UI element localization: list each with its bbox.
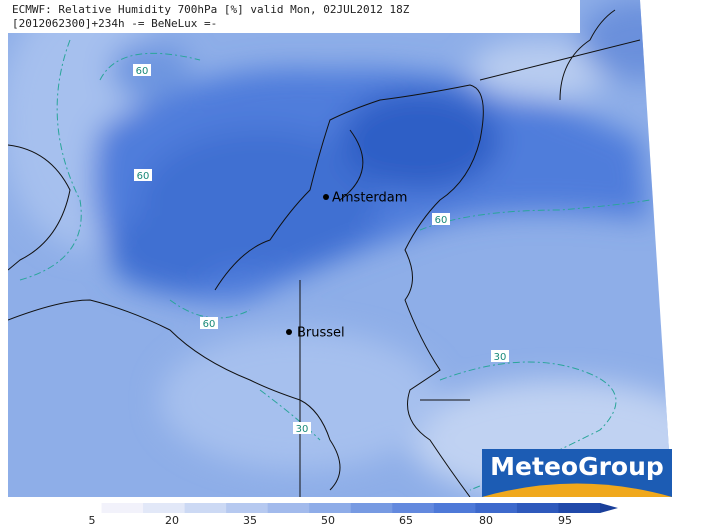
contour-label: 60 xyxy=(435,215,448,226)
logo: MeteoGroup xyxy=(482,449,672,497)
colorbar-label: 65 xyxy=(399,514,413,527)
colorbar-swatch xyxy=(516,503,559,513)
colorbar-swatch xyxy=(558,503,601,513)
coastline xyxy=(8,144,341,491)
contour-label: 30 xyxy=(296,424,309,435)
colorbar-label: 95 xyxy=(558,514,572,527)
city-dot xyxy=(323,194,329,200)
colorbar-swatch xyxy=(350,503,393,513)
coastline xyxy=(299,9,641,497)
contour-label-bg xyxy=(200,317,218,329)
contour-label-bg xyxy=(133,64,151,76)
contour xyxy=(259,361,617,491)
colorbar-label: 5 xyxy=(89,514,96,527)
colorbar-swatch xyxy=(475,503,518,513)
city-label: Brussel xyxy=(297,326,345,341)
contour-label: 60 xyxy=(136,66,149,77)
contour-label-bg xyxy=(134,169,152,181)
colorbar-swatch xyxy=(60,503,103,513)
colorbar-label: 35 xyxy=(243,514,257,527)
colorbar-swatch xyxy=(267,503,310,513)
header-box xyxy=(8,0,580,33)
colorbar-arrow xyxy=(600,503,618,513)
contour-label-bg xyxy=(432,213,450,225)
colorbar-swatch xyxy=(101,503,144,513)
header-subtitle: [2012062300]+234h -= BeNeLux =- xyxy=(12,17,217,30)
contour-label-bg xyxy=(293,422,311,434)
colorbar: 5 20 35 50 65 80 95 xyxy=(60,503,618,527)
contour-labels: 60 60 60 60 30 30 xyxy=(133,64,509,435)
colorbar-label: 20 xyxy=(165,514,179,527)
logo-text: MeteoGroup xyxy=(490,452,664,481)
city-dot xyxy=(286,329,292,335)
colorbar-swatch xyxy=(143,503,186,513)
header-title: ECMWF: Relative Humidity 700hPa [%] vali… xyxy=(12,3,410,16)
colorbar-label: 50 xyxy=(321,514,335,527)
colorbar-swatch xyxy=(226,503,269,513)
colorbar-swatch xyxy=(392,503,435,513)
contour xyxy=(99,52,651,319)
contour-label: 60 xyxy=(203,319,216,330)
colorbar-swatch xyxy=(433,503,476,513)
contour-label: 30 xyxy=(494,352,507,363)
colorbar-swatch xyxy=(184,503,227,513)
coastline xyxy=(214,84,484,497)
contour xyxy=(19,39,82,281)
colorbar-label: 80 xyxy=(479,514,493,527)
city-label: Amsterdam xyxy=(332,191,407,206)
contour-label-bg xyxy=(491,350,509,362)
colorbar-swatch xyxy=(309,503,352,513)
contour-label: 60 xyxy=(137,171,150,182)
